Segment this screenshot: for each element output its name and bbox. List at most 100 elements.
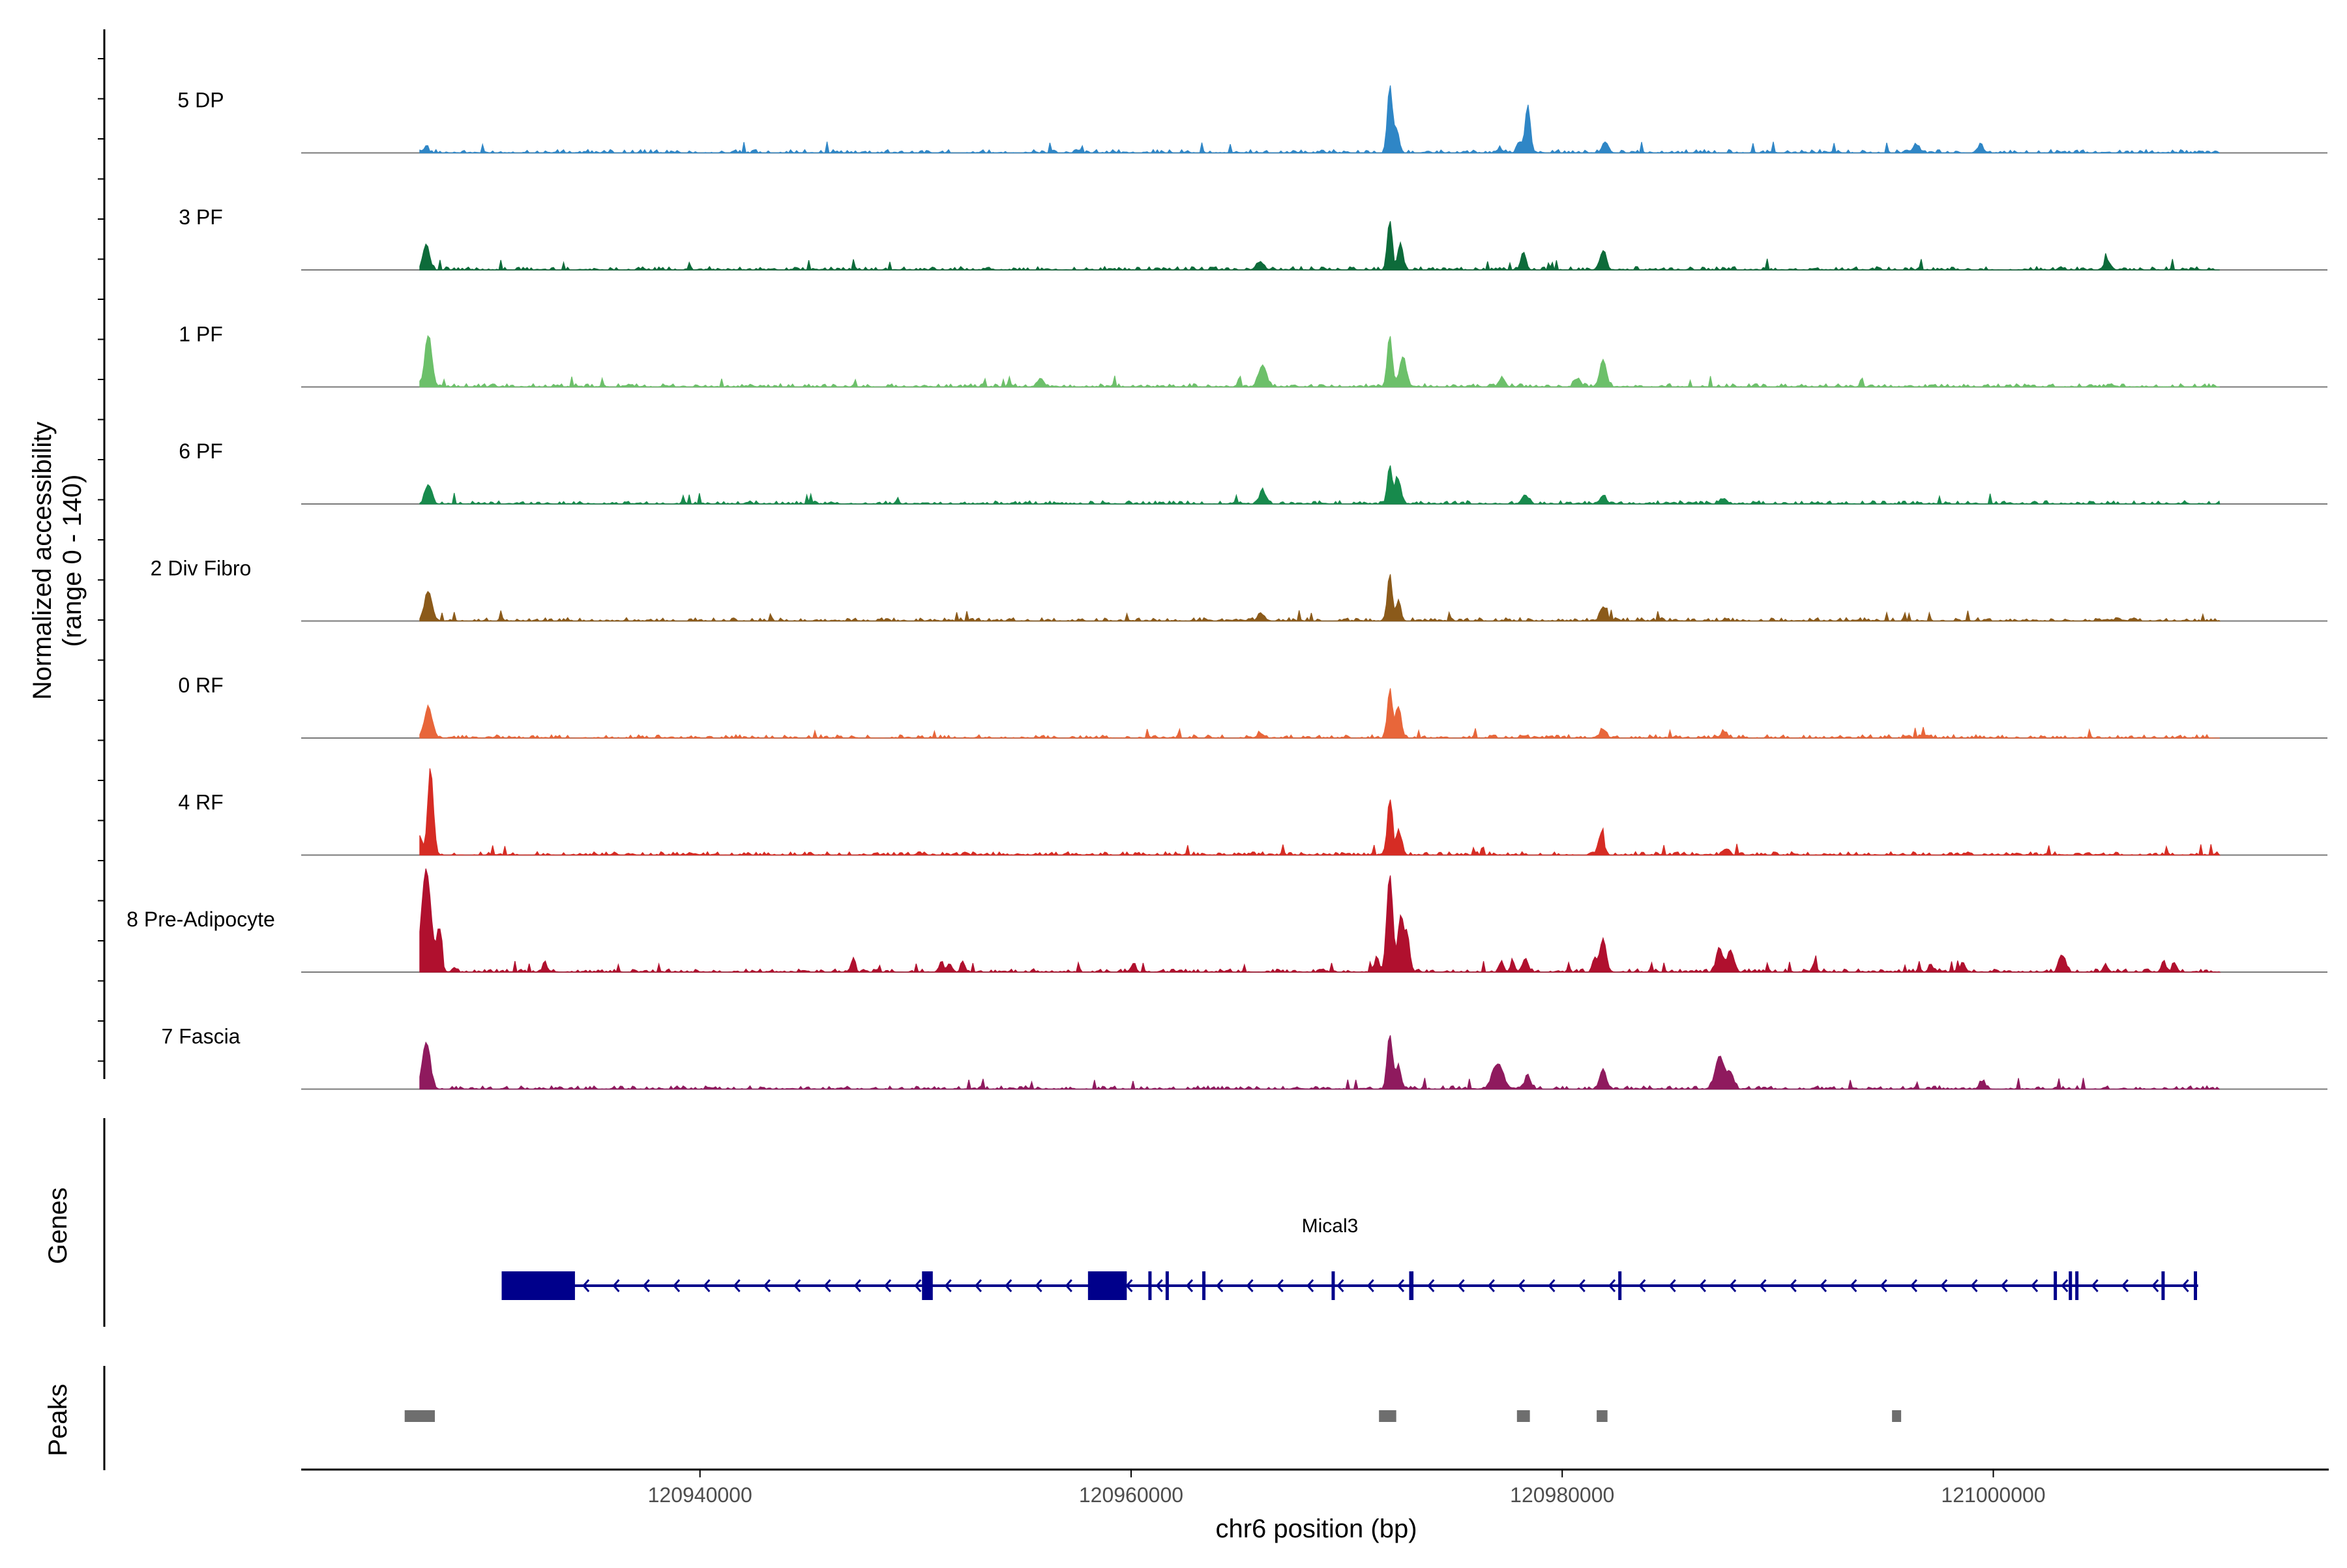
- track-0-rf: 0 RF: [178, 673, 2327, 739]
- genes-track-label: Genes: [44, 1187, 72, 1264]
- track-6-pf: 6 PF: [179, 439, 2327, 505]
- strand-arrow: [823, 1279, 831, 1292]
- strand-arrow: [672, 1279, 681, 1292]
- peaks-track: [404, 1410, 1902, 1422]
- strand-arrow: [582, 1279, 590, 1292]
- strand-arrow: [733, 1279, 741, 1292]
- strand-arrow: [1487, 1279, 1495, 1292]
- coverage-area: [419, 221, 2220, 271]
- peak-region: [1597, 1410, 1608, 1422]
- y-axis-title-line2: (range 0 - 140): [58, 475, 87, 647]
- strand-arrow: [1548, 1279, 1556, 1292]
- track-label: 6 PF: [179, 439, 223, 463]
- strand-arrow: [2121, 1279, 2129, 1292]
- strand-arrow: [2061, 1279, 2069, 1292]
- gene-exon: [2161, 1271, 2165, 1300]
- gene-exon: [1165, 1271, 1169, 1300]
- left-axes: [98, 29, 106, 1470]
- gene-exon: [922, 1271, 933, 1300]
- track-label: 1 PF: [179, 323, 223, 346]
- gene-name-label: Mical3: [1302, 1215, 1359, 1237]
- strand-arrow: [1578, 1279, 1586, 1292]
- strand-arrow: [612, 1279, 620, 1292]
- peak-region: [1379, 1410, 1396, 1422]
- strand-arrow: [703, 1279, 711, 1292]
- strand-arrow: [1306, 1279, 1314, 1292]
- track-7-fascia: 7 Fascia: [162, 1025, 2327, 1090]
- strand-arrow: [1789, 1279, 1797, 1292]
- gene-exon: [1202, 1271, 1206, 1300]
- coverage-area: [419, 334, 2220, 388]
- track-5-dp: 5 DP: [177, 85, 2327, 154]
- strand-arrow: [2151, 1279, 2159, 1292]
- strand-arrow: [1940, 1279, 1948, 1292]
- track-label: 4 RF: [178, 791, 223, 814]
- x-axis-title: chr6 position (bp): [1215, 1515, 1417, 1543]
- strand-arrow: [944, 1279, 952, 1292]
- strand-arrow: [793, 1279, 801, 1292]
- coverage-area: [419, 868, 2221, 973]
- y-axis-title-line1: Normalized accessibility: [28, 422, 57, 700]
- x-tick-label: 121000000: [1941, 1483, 2045, 1507]
- strand-arrow: [974, 1279, 982, 1292]
- strand-arrow: [1065, 1279, 1072, 1292]
- gene-exon: [501, 1271, 575, 1300]
- strand-arrow: [2031, 1279, 2039, 1292]
- x-tick-label: 120940000: [648, 1483, 752, 1507]
- gene-exon: [1148, 1271, 1152, 1300]
- strand-arrow: [1336, 1279, 1344, 1292]
- track-label: 3 PF: [179, 205, 223, 229]
- strand-arrow: [1276, 1279, 1284, 1292]
- strand-arrow: [2091, 1279, 2099, 1292]
- strand-arrow: [1698, 1279, 1706, 1292]
- strand-arrow: [1518, 1279, 1526, 1292]
- track-2-div-fibro: 2 Div Fibro: [151, 557, 2327, 623]
- gene-exon: [2194, 1271, 2198, 1300]
- peak-region: [1516, 1410, 1530, 1422]
- gene-exon: [1087, 1271, 1127, 1300]
- coverage-area: [419, 85, 2220, 154]
- x-tick-label: 120980000: [1510, 1483, 1614, 1507]
- strand-arrow: [2000, 1279, 2008, 1292]
- gene-exon: [2054, 1271, 2058, 1300]
- strand-arrow: [884, 1279, 892, 1292]
- gene-exon: [2075, 1271, 2079, 1300]
- strand-arrow: [1246, 1279, 1254, 1292]
- track-1-pf: 1 PF: [179, 323, 2327, 388]
- gene-track: [501, 1271, 2198, 1300]
- strand-arrow: [1216, 1279, 1224, 1292]
- coverage-area: [419, 1035, 2220, 1090]
- coverage-area: [419, 574, 2221, 623]
- track-label: 0 RF: [178, 673, 223, 697]
- peak-region: [1892, 1410, 1902, 1422]
- track-label: 2 Div Fibro: [151, 557, 252, 580]
- strand-arrow: [853, 1279, 861, 1292]
- strand-arrow: [2181, 1279, 2189, 1292]
- x-axis: 120940000 120960000 120980000 121000000: [301, 1468, 2329, 1507]
- strand-arrow: [1759, 1279, 1767, 1292]
- track-3-pf: 3 PF: [179, 205, 2327, 271]
- strand-arrow: [1819, 1279, 1827, 1292]
- strand-arrow: [1729, 1279, 1737, 1292]
- strand-arrow: [1366, 1279, 1374, 1292]
- strand-arrow: [763, 1279, 771, 1292]
- strand-arrow: [1910, 1279, 1917, 1292]
- x-tick-label: 120960000: [1079, 1483, 1183, 1507]
- peak-region: [404, 1410, 435, 1422]
- track-4-rf: 4 RF: [178, 768, 2327, 856]
- coverage-area: [419, 688, 2220, 739]
- gene-exon: [2069, 1271, 2073, 1300]
- strand-arrow: [1970, 1279, 1978, 1292]
- track-label: 5 DP: [177, 89, 224, 112]
- strand-arrow: [1668, 1279, 1676, 1292]
- strand-arrow: [914, 1279, 922, 1292]
- strand-arrow: [1185, 1279, 1194, 1292]
- strand-arrow: [642, 1279, 650, 1292]
- track-8-pre-adipocyte: 8 Pre-Adipocyte: [126, 868, 2327, 973]
- gene-exon: [1331, 1271, 1335, 1300]
- strand-arrow: [1880, 1279, 1887, 1292]
- track-label: 8 Pre-Adipocyte: [126, 908, 275, 931]
- gene-exon: [1409, 1271, 1414, 1300]
